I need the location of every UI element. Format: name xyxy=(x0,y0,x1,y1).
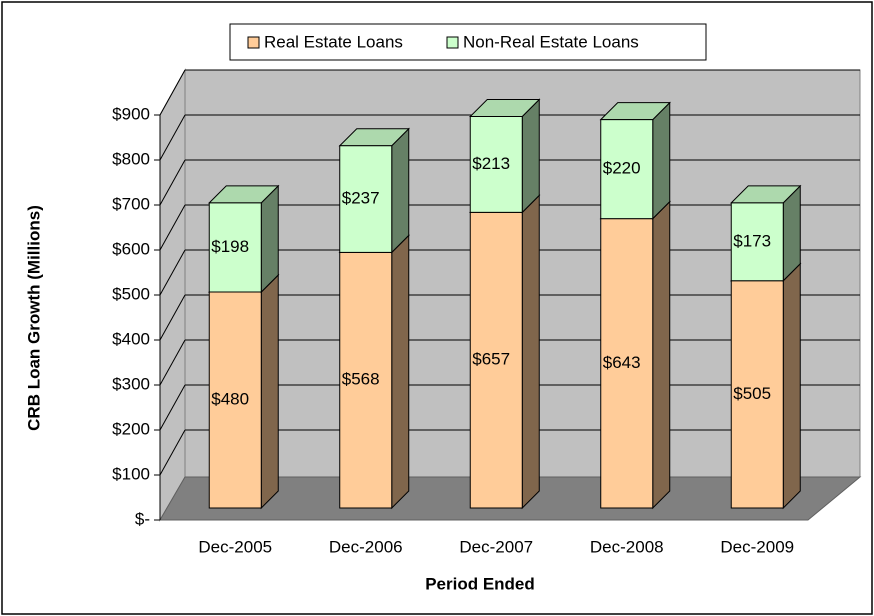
data-label: $643 xyxy=(603,353,641,372)
x-tick-label: Dec-2007 xyxy=(459,537,533,556)
grid-line xyxy=(159,114,186,161)
y-tick-label: $- xyxy=(135,509,150,528)
legend-swatch xyxy=(446,36,459,49)
bar xyxy=(208,202,262,293)
y-tick-label: $600 xyxy=(112,239,150,258)
bar-side xyxy=(782,262,801,510)
legend-swatch xyxy=(247,36,260,49)
legend: Real Estate Loans Non-Real Estate Loans xyxy=(247,32,639,51)
bar-side xyxy=(260,184,279,294)
y-tick-label: $700 xyxy=(112,194,150,213)
bars: Dec-2005 $480 $198 Dec-2006 $568 $237 Dec-2007… xyxy=(198,98,802,556)
data-label: $568 xyxy=(342,370,380,389)
bar-side xyxy=(391,127,410,254)
grid-line xyxy=(159,249,186,296)
grid-line xyxy=(159,384,186,431)
y-tick-label: $400 xyxy=(112,329,150,348)
x-tick-label: Dec-2009 xyxy=(720,537,794,556)
legend-label: Real Estate Loans xyxy=(264,32,403,51)
grid-line xyxy=(159,204,186,251)
bar xyxy=(208,291,262,509)
data-label: $237 xyxy=(342,189,380,208)
y-tick-label: $300 xyxy=(112,374,150,393)
x-tick-label: Dec-2005 xyxy=(198,537,272,556)
bar-side xyxy=(391,234,410,510)
x-axis-title: Period Ended xyxy=(425,574,535,593)
data-label: $173 xyxy=(733,231,771,250)
bar-side xyxy=(652,200,671,510)
data-label: $480 xyxy=(211,389,249,408)
data-label: $657 xyxy=(472,350,510,369)
y-tick-label: $900 xyxy=(112,104,150,123)
x-tick-label: Dec-2006 xyxy=(329,537,403,556)
data-label: $505 xyxy=(733,384,771,403)
bar xyxy=(339,145,393,253)
bar xyxy=(339,251,393,509)
bar xyxy=(600,218,654,509)
y-tick-label: $800 xyxy=(112,149,150,168)
legend-box xyxy=(229,23,707,61)
bar xyxy=(730,280,784,509)
y-axis-title: CRB Loan Growth (Millions) xyxy=(24,205,43,431)
bar xyxy=(600,119,654,220)
bar-side xyxy=(260,273,279,510)
bar-side xyxy=(521,98,540,214)
data-label: $213 xyxy=(472,154,510,173)
data-label: $198 xyxy=(211,237,249,256)
grid-line xyxy=(159,69,186,116)
x-tick-label: Dec-2008 xyxy=(590,537,664,556)
bar-side xyxy=(521,194,540,510)
grid-line xyxy=(159,429,186,476)
grid-line xyxy=(159,294,186,341)
bar xyxy=(469,211,523,509)
bar xyxy=(730,202,784,282)
data-label: $220 xyxy=(603,159,641,178)
grid-line xyxy=(159,339,186,386)
y-tick-label: $200 xyxy=(112,419,150,438)
y-tick-label: $100 xyxy=(112,464,150,483)
grid-line xyxy=(159,159,186,206)
y-tick-label: $500 xyxy=(112,284,150,303)
bar xyxy=(469,116,523,213)
legend-label: Non-Real Estate Loans xyxy=(463,32,639,51)
bar-side xyxy=(652,101,671,220)
